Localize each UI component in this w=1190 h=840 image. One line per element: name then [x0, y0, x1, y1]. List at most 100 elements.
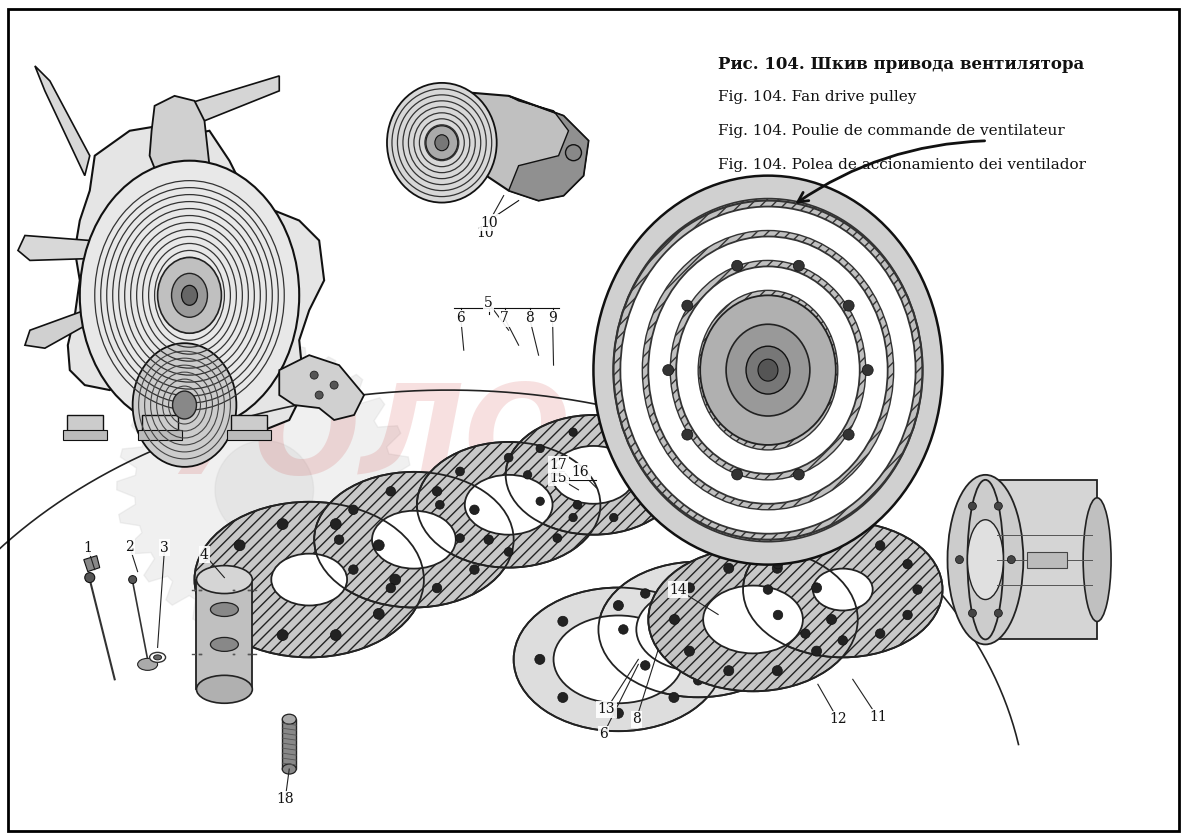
- Text: Fig. 104. Poulie de commande de ventilateur: Fig. 104. Poulie de commande de ventilat…: [718, 123, 1065, 138]
- Ellipse shape: [637, 587, 760, 671]
- Ellipse shape: [649, 548, 858, 691]
- Text: 5: 5: [484, 297, 493, 310]
- Circle shape: [654, 470, 664, 479]
- Circle shape: [218, 574, 228, 585]
- Circle shape: [763, 585, 772, 595]
- Ellipse shape: [726, 324, 810, 416]
- Circle shape: [470, 564, 480, 575]
- Bar: [1027, 552, 1067, 568]
- Text: 8: 8: [632, 712, 640, 727]
- Circle shape: [536, 444, 544, 453]
- Bar: [67, 415, 102, 433]
- Ellipse shape: [726, 320, 810, 420]
- Circle shape: [484, 535, 494, 544]
- Circle shape: [682, 300, 693, 311]
- Circle shape: [386, 583, 395, 593]
- Circle shape: [534, 654, 545, 664]
- Ellipse shape: [154, 655, 162, 660]
- Text: 18: 18: [276, 792, 294, 806]
- Text: 11: 11: [869, 710, 887, 724]
- Circle shape: [691, 654, 702, 664]
- Circle shape: [330, 381, 338, 389]
- Ellipse shape: [703, 585, 803, 654]
- Ellipse shape: [80, 160, 299, 430]
- Circle shape: [553, 467, 562, 475]
- Circle shape: [349, 505, 358, 515]
- Circle shape: [234, 540, 245, 551]
- Ellipse shape: [758, 360, 778, 381]
- Ellipse shape: [746, 346, 790, 394]
- Circle shape: [609, 428, 618, 436]
- Circle shape: [876, 629, 885, 638]
- Ellipse shape: [704, 297, 832, 444]
- Text: 10: 10: [480, 216, 497, 229]
- Ellipse shape: [171, 273, 207, 318]
- Circle shape: [769, 625, 778, 634]
- Ellipse shape: [551, 446, 635, 504]
- Circle shape: [613, 601, 624, 611]
- Polygon shape: [985, 480, 1097, 639]
- Ellipse shape: [434, 134, 449, 150]
- Bar: [138, 430, 182, 440]
- Circle shape: [969, 502, 977, 510]
- Circle shape: [670, 614, 679, 624]
- Ellipse shape: [132, 344, 237, 467]
- Circle shape: [432, 583, 441, 593]
- Ellipse shape: [416, 442, 601, 568]
- Circle shape: [724, 564, 734, 573]
- Ellipse shape: [813, 569, 872, 611]
- Circle shape: [643, 497, 651, 506]
- Circle shape: [374, 608, 384, 619]
- Ellipse shape: [676, 266, 859, 474]
- Circle shape: [682, 429, 693, 440]
- Ellipse shape: [613, 198, 922, 542]
- Circle shape: [827, 614, 837, 624]
- Ellipse shape: [157, 257, 221, 333]
- Circle shape: [277, 630, 288, 641]
- Circle shape: [876, 541, 885, 550]
- Circle shape: [801, 629, 810, 638]
- Circle shape: [334, 535, 344, 544]
- Circle shape: [774, 559, 783, 569]
- Text: 16: 16: [571, 465, 589, 479]
- Ellipse shape: [699, 291, 838, 450]
- Text: 6: 6: [457, 312, 465, 325]
- Circle shape: [456, 533, 464, 543]
- Polygon shape: [35, 66, 89, 176]
- Ellipse shape: [173, 391, 196, 419]
- Ellipse shape: [387, 83, 496, 202]
- Text: 15: 15: [550, 471, 568, 485]
- Ellipse shape: [271, 554, 347, 606]
- Circle shape: [315, 391, 324, 399]
- Circle shape: [684, 583, 695, 593]
- Text: 12: 12: [829, 712, 846, 727]
- Ellipse shape: [643, 230, 894, 510]
- Circle shape: [995, 502, 1002, 510]
- Bar: [142, 415, 177, 433]
- Circle shape: [536, 497, 544, 506]
- Ellipse shape: [506, 415, 681, 535]
- Polygon shape: [83, 555, 100, 571]
- Text: 10: 10: [476, 225, 494, 239]
- Circle shape: [374, 540, 384, 551]
- Text: есс: есс: [351, 475, 507, 555]
- Polygon shape: [18, 235, 95, 260]
- Polygon shape: [196, 580, 252, 690]
- Circle shape: [724, 665, 734, 675]
- Circle shape: [390, 574, 401, 585]
- Circle shape: [456, 467, 464, 475]
- Ellipse shape: [282, 714, 296, 724]
- Circle shape: [732, 469, 743, 480]
- Circle shape: [794, 469, 804, 480]
- Circle shape: [331, 518, 342, 529]
- Circle shape: [1008, 555, 1015, 564]
- Text: 4: 4: [200, 548, 209, 562]
- Text: 8: 8: [525, 312, 534, 325]
- Circle shape: [801, 541, 810, 550]
- Ellipse shape: [649, 237, 888, 504]
- Text: 7ОЛО: 7ОЛО: [168, 380, 571, 501]
- Circle shape: [640, 661, 650, 670]
- Circle shape: [643, 444, 651, 453]
- Circle shape: [663, 365, 674, 375]
- Text: Fig. 104. Fan drive pulley: Fig. 104. Fan drive pulley: [718, 90, 916, 104]
